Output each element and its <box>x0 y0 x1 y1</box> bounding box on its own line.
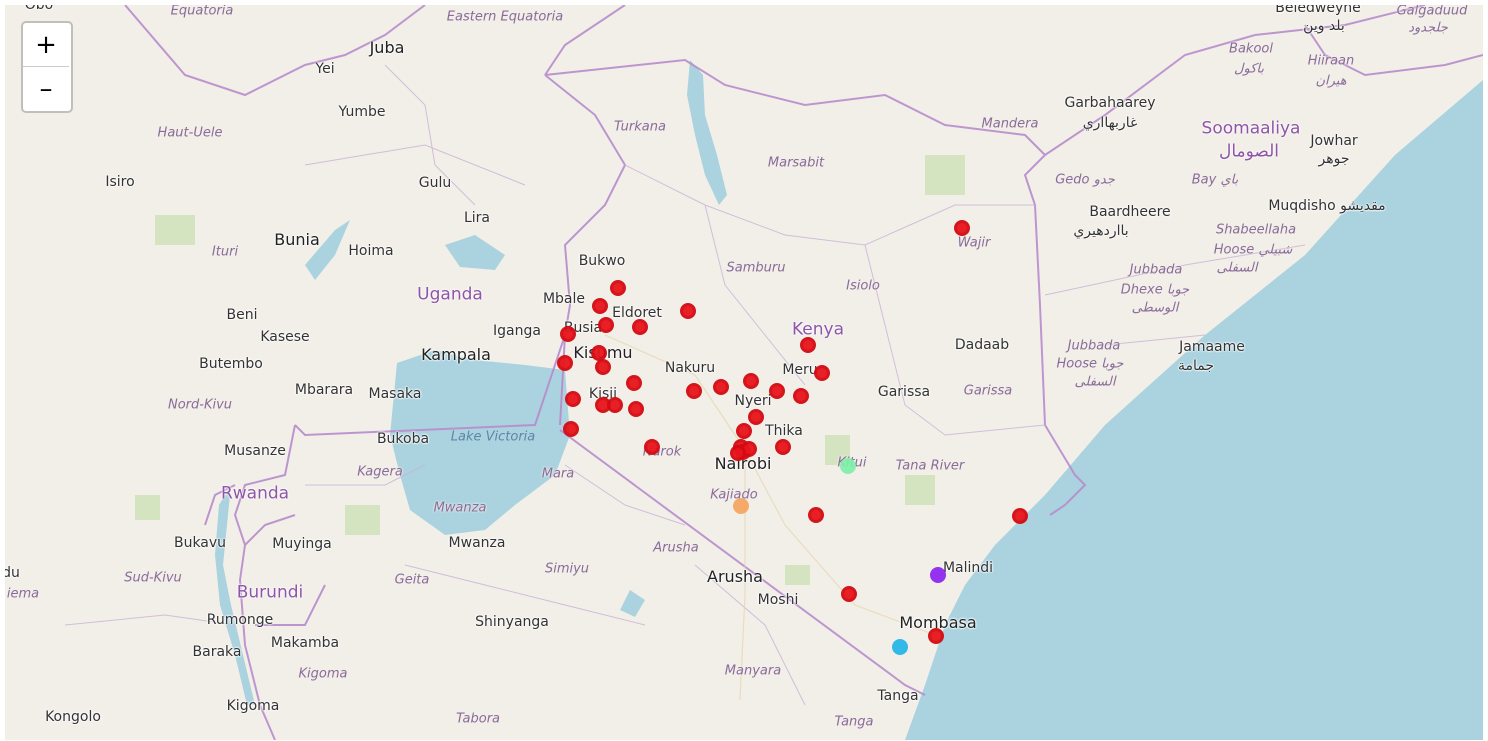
map-marker[interactable] <box>769 383 785 399</box>
map-marker[interactable] <box>1012 508 1028 524</box>
map-marker[interactable] <box>736 423 752 439</box>
map-marker[interactable] <box>775 439 791 455</box>
map-marker[interactable] <box>713 379 729 395</box>
map-marker[interactable] <box>686 383 702 399</box>
map-marker[interactable] <box>680 303 696 319</box>
map-marker[interactable] <box>628 401 644 417</box>
map-view[interactable]: Equatoria Eastern Equatoria Juba Yei Yumbe Ha… <box>5 5 1483 740</box>
map-marker[interactable] <box>840 458 856 474</box>
map-marker[interactable] <box>733 498 749 514</box>
map-marker[interactable] <box>563 421 579 437</box>
map-marker[interactable] <box>808 507 824 523</box>
map-marker[interactable] <box>930 567 946 583</box>
zoom-in-button[interactable]: + <box>23 23 69 67</box>
map-marker[interactable] <box>610 280 626 296</box>
map-basemap <box>64 5 1483 740</box>
map-marker[interactable] <box>595 359 611 375</box>
map-marker[interactable] <box>730 445 746 461</box>
map-marker[interactable] <box>626 375 642 391</box>
map-marker[interactable] <box>557 355 573 371</box>
zoom-out-button[interactable]: – <box>23 67 69 111</box>
map-marker[interactable] <box>892 639 908 655</box>
map-marker[interactable] <box>954 220 970 236</box>
map-marker[interactable] <box>928 628 944 644</box>
map-marker[interactable] <box>841 586 857 602</box>
map-marker[interactable] <box>607 397 623 413</box>
map-marker[interactable] <box>814 365 830 381</box>
map-marker[interactable] <box>560 326 576 342</box>
map-marker[interactable] <box>598 317 614 333</box>
map-marker[interactable] <box>743 373 759 389</box>
map-marker[interactable] <box>800 337 816 353</box>
map-marker[interactable] <box>565 391 581 407</box>
map-marker[interactable] <box>644 439 660 455</box>
map-marker[interactable] <box>748 409 764 425</box>
map-marker[interactable] <box>592 298 608 314</box>
zoom-control: + – <box>21 21 73 113</box>
map-marker[interactable] <box>793 388 809 404</box>
map-marker[interactable] <box>632 319 648 335</box>
